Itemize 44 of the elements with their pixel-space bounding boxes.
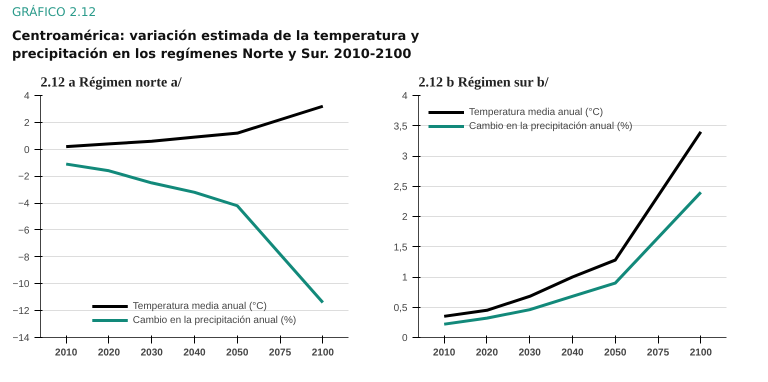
- text: Centroamérica: variación estimada de la temperatura y precipitación en los regímenes Norte y Sur. 2010-2100: [12, 28, 420, 64]
- x-tick-label: 2040: [561, 348, 584, 358]
- line-series: [64, 104, 324, 148]
- y-tick-label: −10: [12, 279, 30, 290]
- x-tick-label: 2050: [226, 348, 249, 358]
- x-tick-label: 2020: [476, 348, 499, 358]
- y-tick-label: 1,5: [394, 242, 408, 254]
- y-tick-label: 4: [24, 91, 30, 102]
- y-tick-label: 2: [402, 212, 408, 223]
- x-tick-label: 2100: [312, 348, 334, 358]
- text: GRÁFICO 2.12: [12, 4, 96, 21]
- x-tick-label: 2075: [268, 348, 292, 358]
- y-tick-label: −14: [12, 333, 30, 344]
- y-tick-label: 2,5: [394, 182, 408, 193]
- legend-label: Temperatura media anual (°C): [469, 106, 604, 119]
- y-tick-label: 1: [402, 272, 408, 284]
- chart-title: 2.12 a Régimen norte a/: [40, 76, 183, 90]
- y-tick-label: −2: [18, 172, 30, 183]
- y-tick-label: 4: [402, 91, 408, 102]
- x-tick-label: 2100: [690, 348, 712, 358]
- line-series: [442, 190, 702, 326]
- chart-title: 2.12 b Régimen sur b/: [418, 76, 550, 90]
- y-tick-label: 2: [24, 118, 30, 129]
- legend-label: Temperatura media anual (°C): [132, 300, 267, 313]
- x-tick-label: 2030: [140, 348, 164, 358]
- y-tick-label: 3: [402, 152, 408, 162]
- y-tick-label: −4: [18, 198, 30, 210]
- x-tick-label: 2020: [98, 348, 121, 358]
- x-tick-label: 2075: [646, 348, 670, 358]
- x-tick-label: 2040: [183, 348, 206, 358]
- y-tick-label: 0: [402, 333, 408, 344]
- y-tick-label: 0: [24, 144, 30, 156]
- legend-label: Cambio en la precipitación anual (%): [132, 314, 296, 327]
- y-tick-label: −6: [18, 225, 30, 236]
- line-series: [442, 130, 702, 318]
- legend-label: Cambio en la precipitación anual (%): [469, 120, 632, 133]
- x-tick-label: 2030: [518, 348, 542, 358]
- x-tick-label: 2010: [55, 348, 78, 358]
- y-tick-label: 3,5: [394, 121, 408, 132]
- y-tick-label: 0,5: [394, 302, 408, 314]
- x-tick-label: 2050: [604, 348, 627, 358]
- x-tick-label: 2010: [433, 348, 456, 358]
- y-tick-label: −12: [12, 306, 30, 318]
- y-tick-label: −8: [18, 252, 30, 264]
